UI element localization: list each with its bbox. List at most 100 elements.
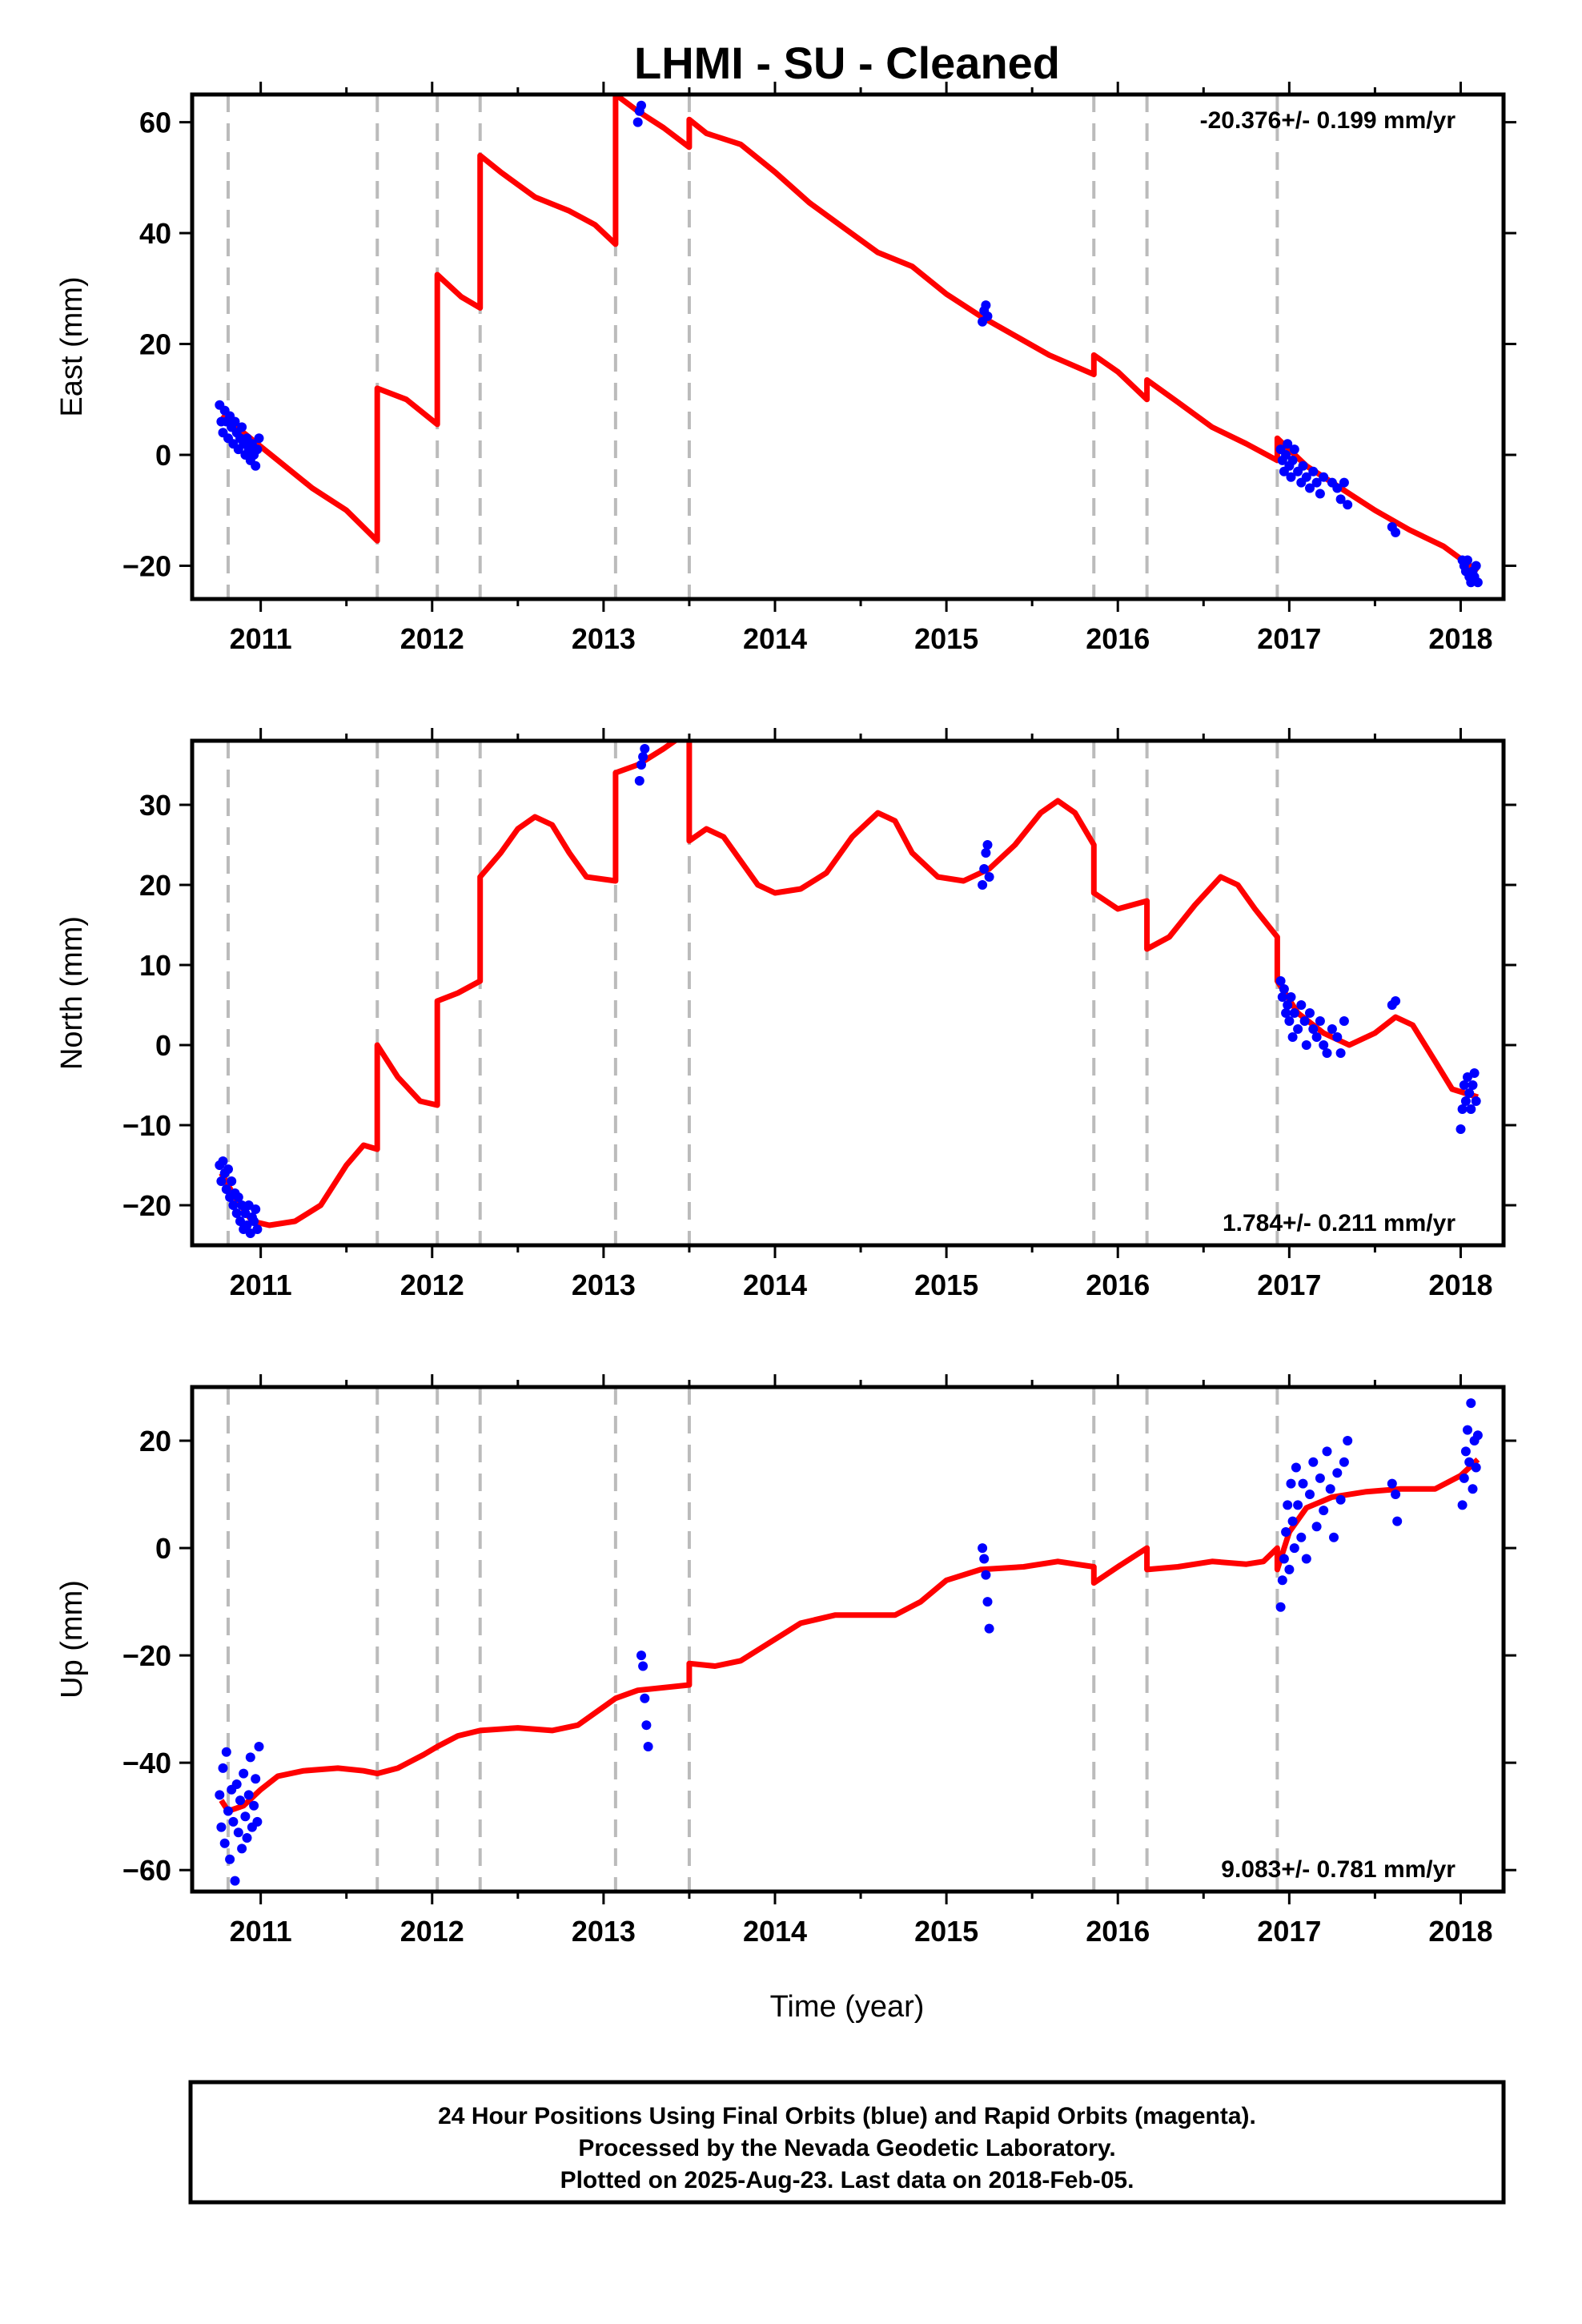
up-data-point xyxy=(638,1661,648,1671)
up-data-point xyxy=(1279,1554,1289,1564)
up-data-point xyxy=(1471,1462,1481,1473)
north-data-point xyxy=(1296,1000,1307,1010)
up-data-point xyxy=(1457,1500,1468,1510)
up-data-point xyxy=(249,1800,259,1811)
up-data-point xyxy=(245,1752,255,1763)
up-data-point xyxy=(228,1816,239,1827)
up-data-point xyxy=(1335,1494,1346,1505)
footer-line-1: 24 Hour Positions Using Final Orbits (bl… xyxy=(438,2103,1256,2129)
north-data-point xyxy=(1391,996,1401,1006)
up-data-point xyxy=(1308,1457,1319,1467)
up-y-tick-label: 20 xyxy=(139,1425,171,1458)
north-data-point xyxy=(1281,1008,1291,1018)
up-data-point xyxy=(640,1693,650,1703)
east-data-point xyxy=(1315,489,1325,499)
east-x-tick-label: 2012 xyxy=(400,622,464,655)
up-data-point xyxy=(1391,1490,1401,1499)
up-data-point xyxy=(1289,1543,1299,1554)
north-data-point xyxy=(1332,1032,1343,1042)
north-x-tick-label: 2011 xyxy=(230,1269,292,1301)
north-data-point xyxy=(1339,1016,1349,1026)
east-data-point xyxy=(1289,444,1299,455)
up-y-axis-label: Up (mm) xyxy=(55,1580,89,1699)
north-data-point xyxy=(1311,1032,1322,1042)
north-data-point xyxy=(1460,1096,1471,1106)
north-data-point xyxy=(231,1208,242,1218)
north-data-point xyxy=(233,1192,243,1202)
north-data-point xyxy=(249,1216,259,1226)
north-data-point xyxy=(1469,1068,1480,1078)
east-data-point xyxy=(1335,494,1346,505)
up-data-point xyxy=(218,1763,228,1773)
up-data-point xyxy=(252,1816,263,1827)
up-data-point xyxy=(243,1790,254,1800)
up-x-tick-label: 2014 xyxy=(743,1915,807,1948)
up-data-point xyxy=(1472,1430,1483,1441)
east-x-tick-label: 2013 xyxy=(572,622,636,655)
east-panel: 2011 2012 2013 2014 2015 2016 2017 2018 −20 0 20 40… xyxy=(55,82,1516,655)
east-data-point xyxy=(632,117,643,127)
up-data-point xyxy=(1392,1516,1403,1526)
up-y-tick-label: −40 xyxy=(122,1747,171,1779)
up-data-point xyxy=(981,1570,991,1580)
up-data-point xyxy=(1283,1500,1293,1510)
north-x-tick-label: 2012 xyxy=(400,1269,464,1301)
up-data-point xyxy=(242,1833,252,1843)
up-fit-line xyxy=(219,1457,1480,1814)
north-data-point xyxy=(221,1184,231,1194)
north-x-tick-label: 2013 xyxy=(572,1269,636,1301)
north-data-point xyxy=(1468,1080,1478,1090)
east-y-tick-label: 0 xyxy=(155,439,171,472)
up-data-point xyxy=(1463,1425,1472,1435)
footer-box xyxy=(188,2080,1506,2205)
east-x-tick-label: 2017 xyxy=(1257,622,1321,655)
north-data-point xyxy=(251,1204,261,1214)
east-data-point xyxy=(1283,439,1293,449)
north-x-tick-label: 2014 xyxy=(743,1269,807,1301)
north-data-point xyxy=(1322,1048,1332,1058)
north-data-point xyxy=(1335,1048,1346,1058)
east-data-point xyxy=(1339,477,1349,488)
east-x-tick-label: 2016 xyxy=(1086,622,1150,655)
east-data-point xyxy=(1305,483,1315,493)
up-data-point xyxy=(254,1742,264,1751)
north-y-axis-label: North (mm) xyxy=(55,916,89,1070)
up-data-point xyxy=(1466,1398,1476,1409)
up-data-point xyxy=(239,1768,249,1779)
figure-title: LHMI - SU - Cleaned xyxy=(634,38,1060,88)
east-data-point xyxy=(1311,477,1322,488)
north-y-tick-label: 0 xyxy=(155,1029,171,1062)
north-data-point xyxy=(223,1164,233,1174)
up-panel: 2011 2012 2013 2014 2015 2016 2017 2018 −60 −40 −2… xyxy=(55,1374,1516,1948)
north-data-point xyxy=(252,1224,263,1234)
north-data-point xyxy=(1305,1008,1315,1018)
up-data-point xyxy=(1311,1522,1322,1532)
up-x-tick-label: 2011 xyxy=(230,1915,292,1948)
up-data-point xyxy=(1459,1473,1469,1483)
up-data-point xyxy=(223,1806,233,1816)
up-data-point xyxy=(1332,1468,1343,1478)
north-data-point xyxy=(640,744,650,754)
north-data-point xyxy=(1301,1040,1311,1050)
up-data-point xyxy=(641,1720,652,1731)
east-data-point xyxy=(1391,527,1401,537)
east-x-tick-label: 2014 xyxy=(743,622,807,655)
east-data-point xyxy=(1463,555,1472,565)
east-data-point xyxy=(1319,472,1329,482)
north-data-point xyxy=(227,1176,237,1186)
east-data-point xyxy=(1471,561,1481,571)
north-data-point xyxy=(1319,1040,1329,1050)
east-data-point xyxy=(981,300,991,311)
north-fit-line xyxy=(219,741,1479,1228)
north-data-point xyxy=(1277,992,1287,1002)
north-data-point xyxy=(982,840,993,850)
north-y-tick-label: 20 xyxy=(139,869,171,902)
up-data-point xyxy=(219,1838,230,1848)
east-data-point xyxy=(1308,466,1319,476)
up-data-point xyxy=(1343,1436,1353,1445)
up-data-point xyxy=(1287,1516,1298,1526)
up-data-point xyxy=(251,1774,261,1784)
north-data-point xyxy=(1315,1016,1325,1026)
up-rate-label: 9.083+/- 0.781 mm/yr xyxy=(1221,1856,1456,1883)
north-data-point xyxy=(218,1156,228,1166)
